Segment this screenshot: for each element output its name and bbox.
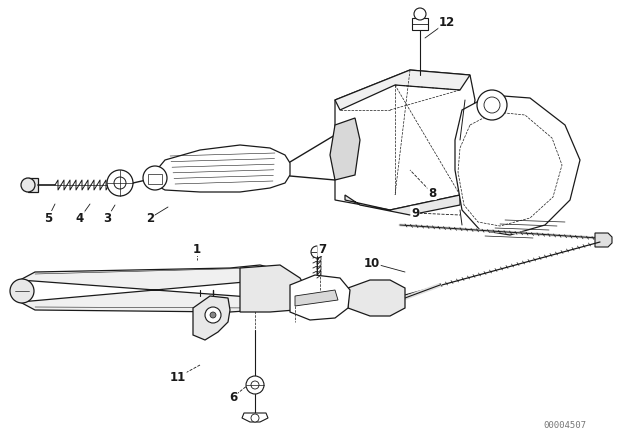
Circle shape (107, 170, 133, 196)
Text: 5: 5 (44, 211, 52, 224)
Polygon shape (148, 174, 162, 184)
Text: 12: 12 (439, 16, 455, 29)
Circle shape (210, 312, 216, 318)
Polygon shape (193, 296, 230, 340)
Text: 8: 8 (428, 186, 436, 199)
Circle shape (10, 279, 34, 303)
Polygon shape (28, 178, 38, 192)
Text: 4: 4 (76, 211, 84, 224)
Text: 10: 10 (364, 257, 380, 270)
Circle shape (143, 166, 167, 190)
Text: 6: 6 (229, 391, 237, 404)
Polygon shape (242, 413, 268, 422)
Circle shape (251, 414, 259, 422)
Circle shape (251, 381, 259, 389)
Polygon shape (348, 280, 405, 316)
Text: 3: 3 (103, 211, 111, 224)
Circle shape (484, 97, 500, 113)
Polygon shape (345, 195, 460, 215)
Polygon shape (295, 290, 338, 306)
Circle shape (205, 307, 221, 323)
Text: 11: 11 (170, 370, 186, 383)
Text: 7: 7 (318, 242, 326, 255)
Polygon shape (20, 265, 290, 312)
Polygon shape (595, 233, 612, 247)
Text: 9: 9 (411, 207, 419, 220)
Text: 2: 2 (146, 211, 154, 224)
Circle shape (21, 178, 35, 192)
Polygon shape (412, 18, 428, 30)
Polygon shape (335, 70, 475, 210)
Polygon shape (290, 275, 350, 320)
Circle shape (477, 90, 507, 120)
Circle shape (311, 246, 323, 258)
Circle shape (246, 376, 264, 394)
Polygon shape (240, 265, 310, 312)
Circle shape (114, 177, 126, 189)
Text: 1: 1 (193, 242, 201, 255)
Polygon shape (150, 145, 290, 192)
Circle shape (414, 8, 426, 20)
Polygon shape (335, 70, 470, 110)
Polygon shape (455, 95, 580, 235)
Text: 00004507: 00004507 (543, 421, 586, 430)
Polygon shape (330, 118, 360, 180)
